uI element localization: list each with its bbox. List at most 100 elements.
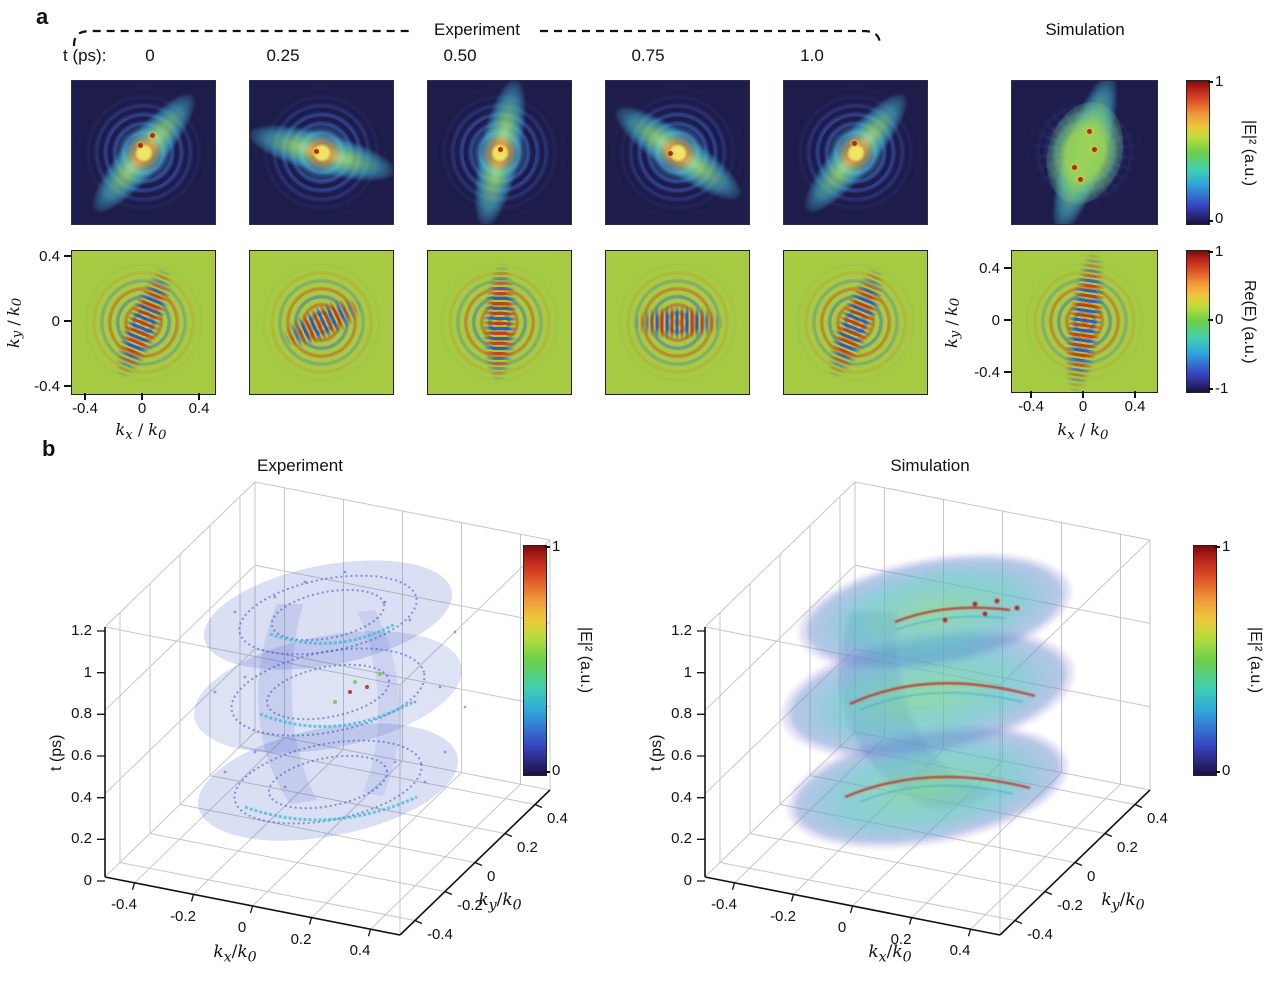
simulation-3d-title: Simulation bbox=[890, 456, 970, 475]
center-glow bbox=[824, 121, 887, 184]
x-tick-label: 0.4 bbox=[188, 400, 210, 417]
x-tick-label: 0.2 bbox=[291, 931, 312, 948]
x-tick-label: 0.4 bbox=[950, 942, 971, 959]
kx-axis-label: kx/k0 bbox=[213, 942, 257, 966]
time-label-1: 0.25 bbox=[266, 46, 300, 65]
colorbar-tick-label: 0 bbox=[1215, 311, 1224, 328]
hotspot-dot bbox=[498, 147, 503, 152]
field-map-t050 bbox=[427, 250, 572, 395]
hotspot-dot bbox=[1092, 147, 1097, 152]
y-tick-label: -0.4 bbox=[974, 364, 1000, 381]
time-label-3: 0.75 bbox=[631, 46, 665, 65]
field-colorbar bbox=[1186, 250, 1210, 393]
colorbar-tick-label: -1 bbox=[1215, 380, 1229, 397]
y-tick-label: -0.2 bbox=[457, 897, 483, 914]
axes-3d bbox=[97, 627, 551, 937]
y-tick-labels: -0.4 -0.2 0 0.2 0.4 bbox=[427, 810, 568, 943]
colorbar-tick-label: 0 bbox=[1222, 762, 1231, 779]
center-glow bbox=[468, 121, 531, 184]
intensity-map-simulation bbox=[1011, 80, 1158, 225]
x-tick-label: -0.4 bbox=[1018, 398, 1044, 415]
x-tick-mark bbox=[84, 393, 86, 400]
field-map-t025 bbox=[249, 250, 394, 395]
z-tick-label: 0.4 bbox=[71, 789, 92, 806]
y-tick-mark bbox=[1004, 267, 1011, 269]
t-axis-label: t (ps) bbox=[48, 734, 65, 771]
y-tick-mark bbox=[64, 255, 71, 257]
colorbar-tick-mark bbox=[1208, 319, 1213, 321]
experiment-3d-plot: 0 0.2 0.4 0.6 0.8 1 1.2 -0.4 -0.2 0 0.2 … bbox=[71, 481, 568, 959]
x-tick-label: -0.4 bbox=[111, 896, 137, 913]
intensity-map-t075 bbox=[605, 80, 750, 225]
z-tick-label: 0.2 bbox=[671, 830, 692, 847]
x-tick-label: 0 bbox=[137, 400, 147, 417]
experiment-volume-rendering bbox=[194, 560, 467, 841]
experiment-group-title: Experiment bbox=[434, 20, 520, 39]
y-tick-label: 0 bbox=[51, 313, 60, 330]
colorbar-tick-mark bbox=[1208, 220, 1213, 222]
x-tick-mark bbox=[141, 393, 143, 400]
experiment-3d-title: Experiment bbox=[257, 456, 343, 475]
intensity-colorbar bbox=[1186, 80, 1210, 225]
center-glow bbox=[290, 121, 353, 184]
center-glow bbox=[112, 121, 175, 184]
y-tick-label: -0.4 bbox=[34, 378, 60, 395]
simulation-3d-colorbar-label: |E|² (a.u.) bbox=[1247, 626, 1264, 694]
time-label-2: 0.50 bbox=[443, 46, 477, 65]
field-map-t075 bbox=[605, 250, 750, 395]
y-tick-label: 0.2 bbox=[1117, 839, 1138, 856]
panel-a-label: a bbox=[36, 4, 49, 29]
colorbar-tick-label: 0 bbox=[552, 762, 561, 779]
hotspot-dot bbox=[1072, 165, 1077, 170]
simulation-3d-plot: 0 0.2 0.4 0.6 0.8 1 1.2 -0.4 -0.2 0 0.2 … bbox=[671, 481, 1168, 959]
colorbar-tick-label: 0 bbox=[1215, 210, 1224, 227]
x-tick-labels: -0.4 -0.2 0 0.2 0.4 bbox=[111, 896, 370, 959]
y-tick-labels: -0.4 -0.2 0 0.2 0.4 bbox=[1027, 810, 1168, 943]
field-map-t0 bbox=[71, 250, 216, 395]
t-axis-label: t (ps) bbox=[648, 734, 665, 771]
x-tick-mark bbox=[1082, 391, 1084, 398]
z-tick-label: 0.6 bbox=[671, 747, 692, 764]
colorbar-tick-label: 1 bbox=[1222, 538, 1231, 555]
y-tick-label: 0 bbox=[487, 868, 495, 885]
x-tick-label: 0.4 bbox=[1124, 398, 1146, 415]
y-tick-label: -0.2 bbox=[1057, 897, 1083, 914]
y-tick-mark bbox=[1004, 319, 1011, 321]
z-tick-label: 0.8 bbox=[671, 705, 692, 722]
colorbar-tick-label: 1 bbox=[1215, 243, 1224, 260]
y-tick-mark bbox=[64, 320, 71, 322]
hotspot-dot bbox=[1087, 129, 1092, 134]
y-tick-mark bbox=[64, 385, 71, 387]
colorbar-tick-mark bbox=[1208, 251, 1213, 253]
field-map-simulation bbox=[1011, 250, 1158, 393]
simulation-3d-colorbar bbox=[1193, 545, 1217, 776]
simulation-volume-rendering bbox=[781, 553, 1075, 849]
z-tick-labels: 0 0.2 0.4 0.6 0.8 1 1.2 bbox=[671, 622, 692, 889]
x-axis-label: kx / k0 bbox=[1057, 420, 1109, 444]
hotspot-dot bbox=[668, 151, 673, 156]
z-tick-label: 0.4 bbox=[671, 789, 692, 806]
kx-axis-label: kx/k0 bbox=[868, 942, 912, 966]
y-tick-mark bbox=[1004, 371, 1011, 373]
y-tick-label: 0.4 bbox=[1147, 810, 1168, 827]
y-tick-label: 0.4 bbox=[979, 260, 1000, 277]
y-tick-label: 0.2 bbox=[517, 839, 538, 856]
x-tick-label: -0.4 bbox=[711, 896, 737, 913]
experiment-3d-colorbar-label: |E|² (a.u.) bbox=[577, 626, 594, 694]
z-tick-labels: 0 0.2 0.4 0.6 0.8 1 1.2 bbox=[71, 622, 92, 889]
hotspot-dot bbox=[1078, 177, 1083, 182]
x-tick-labels: -0.4 -0.2 0 0.2 0.4 bbox=[711, 896, 970, 959]
axes-3d bbox=[697, 627, 1151, 937]
time-label-4: 1.0 bbox=[800, 46, 824, 65]
simulation-group-title: Simulation bbox=[1045, 20, 1125, 39]
x-tick-label: -0.2 bbox=[170, 908, 196, 925]
y-tick-label: -0.4 bbox=[427, 926, 453, 943]
x-tick-label: 0 bbox=[838, 919, 846, 936]
colorbar-tick-mark bbox=[545, 771, 550, 773]
z-tick-label: 1.2 bbox=[71, 622, 92, 639]
x-tick-label: 0.4 bbox=[350, 942, 371, 959]
z-tick-label: 1.2 bbox=[671, 622, 692, 639]
colorbar-tick-label: 1 bbox=[1215, 73, 1224, 90]
y-axis-label: ky / k0 bbox=[4, 297, 26, 349]
colorbar-tick-mark bbox=[1208, 388, 1213, 390]
